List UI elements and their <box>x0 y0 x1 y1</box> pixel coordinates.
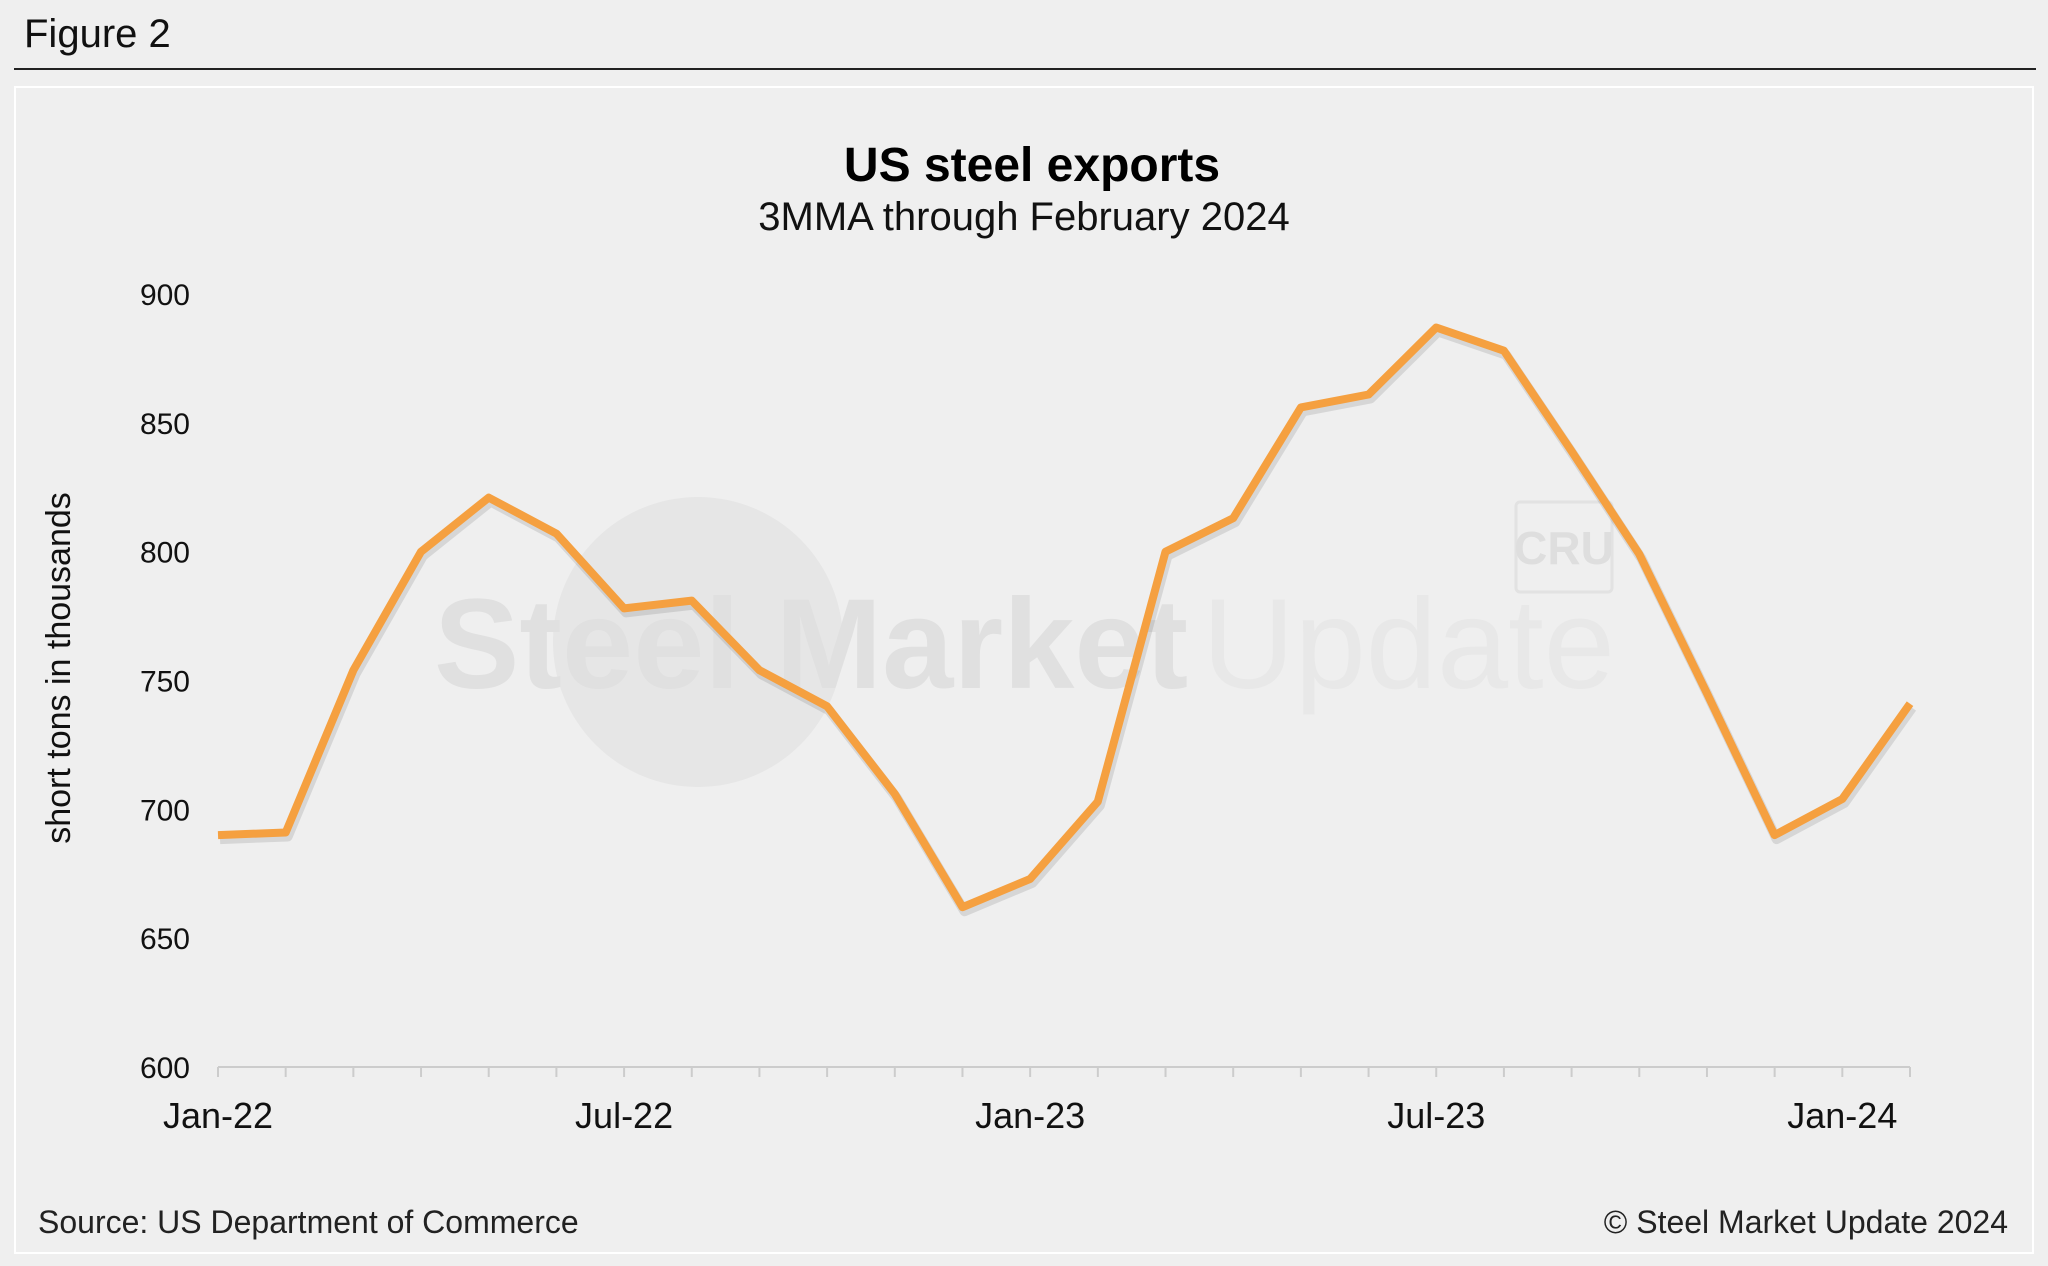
y-tick-label: 700 <box>140 794 190 827</box>
watermark-brand-light: Update <box>1202 573 1615 716</box>
series-line <box>217 323 1914 912</box>
x-tick-label: Jan-24 <box>1787 1095 1897 1136</box>
watermark-text: Steel Market Update <box>434 573 1615 716</box>
x-axis: Jan-22 Jul-22 Jan-23 Jul-23 Jan-24 <box>163 1066 1911 1136</box>
y-tick-label: 600 <box>140 1052 190 1085</box>
x-tick-label: Jan-23 <box>975 1095 1085 1136</box>
copyright-note: © Steel Market Update 2024 <box>1603 1204 2008 1240</box>
y-tick-label: 750 <box>140 666 190 699</box>
y-tick-label: 850 <box>140 408 190 441</box>
x-tick-label: Jul-23 <box>1387 1095 1485 1136</box>
chart-title: US steel exports <box>843 139 1221 192</box>
y-tick-label: 900 <box>140 279 190 312</box>
watermark-logo: Steel Market Update CRU <box>434 497 1615 787</box>
header-rule <box>14 68 2036 70</box>
x-tick-label: Jan-22 <box>163 1095 273 1136</box>
watermark-brand-bold: Steel Market <box>434 573 1188 716</box>
y-axis-title: short tons in thousands <box>40 492 78 844</box>
y-tick-label: 650 <box>140 923 190 956</box>
x-tick-label: Jul-22 <box>575 1095 673 1136</box>
watermark-badge-text: CRU <box>1514 522 1614 574</box>
watermark-badge-frame <box>1514 500 1614 594</box>
source-note: Source: US Department of Commerce <box>38 1204 579 1240</box>
series-layer <box>217 323 1917 917</box>
y-tick-label: 800 <box>140 537 190 570</box>
y-axis: 600 650 700 750 800 850 900 <box>140 279 190 1085</box>
watermark-circle <box>553 497 843 787</box>
chart-subtitle: 3MMA through February 2024 <box>758 195 1290 239</box>
figure-label: Figure 2 <box>24 12 171 56</box>
